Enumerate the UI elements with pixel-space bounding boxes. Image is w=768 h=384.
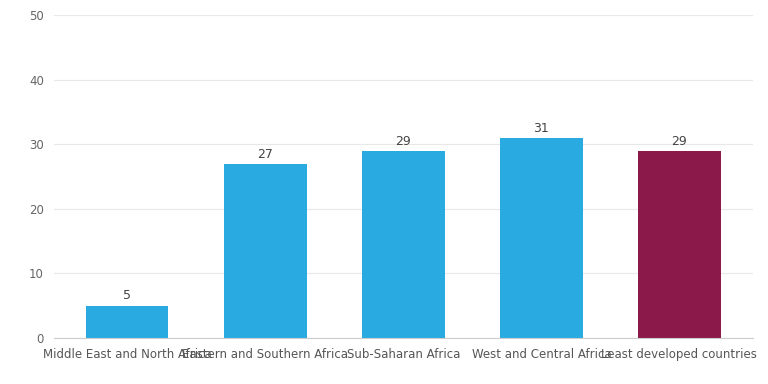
Bar [223,164,306,338]
Text: 27: 27 [257,147,273,161]
Text: 5: 5 [123,290,131,303]
Text: 31: 31 [534,122,549,135]
Bar [638,151,721,338]
Text: 29: 29 [396,135,411,147]
Bar [500,138,583,338]
Text: 29: 29 [671,135,687,147]
Bar [85,306,168,338]
Bar [362,151,445,338]
